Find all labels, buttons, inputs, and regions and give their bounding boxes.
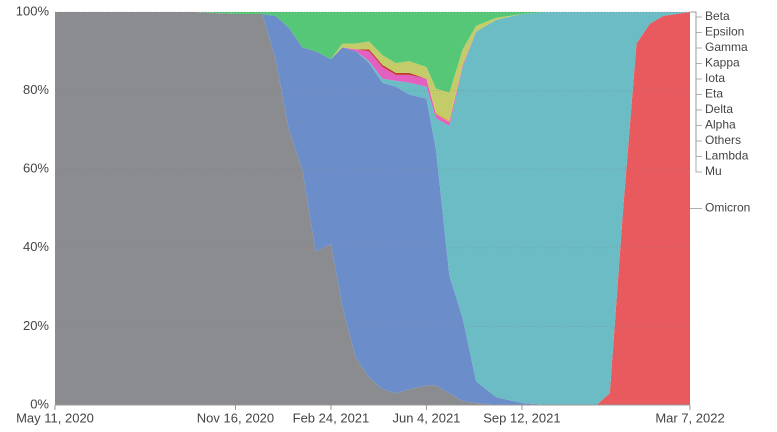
legend-label: Gamma (705, 40, 748, 54)
area (55, 12, 690, 405)
legend-label: Others (705, 133, 741, 147)
area (55, 12, 690, 93)
x-tick-label: Feb 24, 2021 (293, 410, 370, 425)
legend-leader (690, 11, 702, 173)
x-tick-label: May 11, 2020 (16, 410, 94, 425)
x-tick-label: Jun 4, 2021 (392, 410, 460, 425)
x-tick-label: Nov 16, 2020 (197, 410, 274, 425)
legend-label: Beta (705, 9, 730, 23)
legend-label: Delta (705, 102, 733, 116)
x-tick-label: Sep 12, 2021 (483, 410, 560, 425)
y-tick-label: 20% (23, 318, 49, 333)
legend-label: Kappa (705, 56, 740, 70)
legend-label: Lambda (705, 149, 749, 163)
legend-label: Eta (705, 87, 723, 101)
y-tick-label: 0% (30, 396, 49, 411)
legend-label: Mu (705, 164, 722, 178)
area (55, 12, 690, 405)
legend-label: Omicron (705, 201, 750, 215)
legend-label: Iota (705, 71, 725, 85)
legend-label: Alpha (705, 118, 736, 132)
x-tick-label: Mar 7, 2022 (655, 410, 724, 425)
y-tick-label: 80% (23, 82, 49, 97)
legend-label: Epsilon (705, 25, 744, 39)
y-tick-label: 60% (23, 161, 49, 176)
area (55, 12, 690, 405)
y-tick-label: 40% (23, 239, 49, 254)
area (55, 12, 690, 405)
y-tick-label: 100% (16, 3, 50, 18)
